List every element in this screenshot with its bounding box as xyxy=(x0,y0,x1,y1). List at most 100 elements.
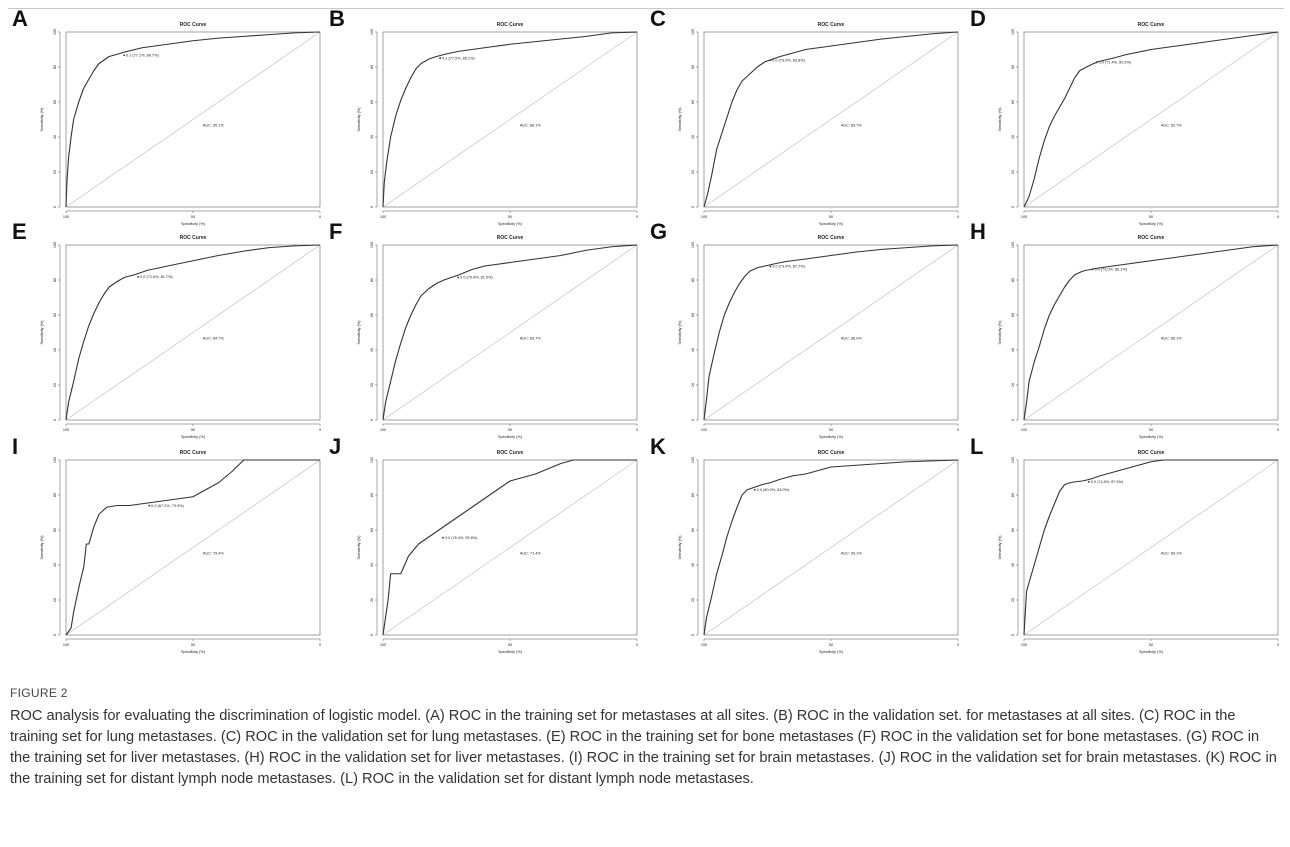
roc-panel-c: C ROC Curve 0 20 40 60 80 100 100 50 0 Specificity … xyxy=(650,6,970,226)
auc-label: AUC: 82.7% xyxy=(1161,124,1183,128)
y-tick-label: 60 xyxy=(1011,313,1015,317)
y-axis-label: Sensitivity (%) xyxy=(357,107,361,132)
y-tick-label: 20 xyxy=(53,383,57,387)
y-tick-label: 60 xyxy=(53,528,57,532)
threshold-point xyxy=(1091,268,1094,271)
plot-frame xyxy=(703,459,959,636)
x-tick-label: 0 xyxy=(1277,643,1279,647)
y-tick-label: 20 xyxy=(1011,598,1015,602)
reference-diagonal xyxy=(1023,244,1279,421)
chart-title: ROC Curve xyxy=(497,450,524,456)
x-tick-label: 0 xyxy=(957,643,959,647)
x-axis-label: Specificity (%) xyxy=(181,435,206,439)
y-tick-label: 100 xyxy=(1011,242,1015,248)
y-tick-label: 20 xyxy=(691,170,695,174)
reference-diagonal xyxy=(1023,459,1279,636)
y-axis-label: Sensitivity (%) xyxy=(998,320,1002,345)
roc-panel-b: B ROC Curve 0 20 40 60 80 100 100 50 0 Specificity … xyxy=(329,6,649,226)
x-tick-label: 100 xyxy=(701,643,707,647)
threshold-point xyxy=(1095,61,1098,64)
auc-label: AUC: 88.1% xyxy=(520,124,542,128)
y-tick-label: 20 xyxy=(370,598,374,602)
threshold-point xyxy=(457,276,460,279)
auc-label: AUC: 83.7% xyxy=(520,337,542,341)
roc-panel-d: D ROC Curve 0 20 40 60 80 100 100 50 0 Specificity … xyxy=(970,6,1290,226)
y-tick-label: 80 xyxy=(53,65,57,69)
roc-panel-g: G ROC Curve 0 20 40 60 80 100 100 50 0 Specificity … xyxy=(650,219,970,439)
panel-letter: E xyxy=(12,219,27,244)
threshold-point xyxy=(769,265,772,268)
x-axis-label: Specificity (%) xyxy=(498,650,523,654)
y-tick-label: 60 xyxy=(1011,528,1015,532)
y-tick-label: 20 xyxy=(53,598,57,602)
reference-diagonal xyxy=(382,31,638,208)
y-axis-label: Sensitivity (%) xyxy=(40,107,44,132)
x-tick-label: 50 xyxy=(829,215,833,219)
panel-letter: F xyxy=(329,219,343,244)
threshold-label: 0.0 (71.4%, 82.6%) xyxy=(1099,61,1132,65)
x-tick-label: 100 xyxy=(1021,643,1027,647)
y-axis-label: Sensitivity (%) xyxy=(357,320,361,345)
y-tick-label: 40 xyxy=(370,135,374,139)
plot-frame xyxy=(65,244,321,421)
x-tick-label: 50 xyxy=(1149,215,1153,219)
x-axis-label: Specificity (%) xyxy=(498,435,523,439)
roc-curve xyxy=(382,459,637,636)
figure-caption: FIGURE 2 ROC analysis for evaluating the… xyxy=(10,686,1280,790)
roc-chart: ROC Curve 0 20 40 60 80 100 100 50 0 Specificity (… xyxy=(678,22,959,226)
x-tick-label: 50 xyxy=(829,643,833,647)
reference-diagonal xyxy=(1023,31,1279,208)
y-tick-label: 80 xyxy=(370,65,374,69)
roc-curve xyxy=(703,244,959,421)
auc-label: AUC: 88.0% xyxy=(841,337,863,341)
y-tick-label: 20 xyxy=(370,383,374,387)
chart-title: ROC Curve xyxy=(497,235,524,241)
x-tick-label: 50 xyxy=(191,215,195,219)
reference-diagonal xyxy=(703,459,959,636)
y-tick-label: 60 xyxy=(53,313,57,317)
figure-frame xyxy=(8,8,1284,669)
y-tick-label: 20 xyxy=(1011,383,1015,387)
panel-letter: H xyxy=(970,219,986,244)
x-tick-label: 50 xyxy=(1149,428,1153,432)
threshold-point xyxy=(1087,480,1090,483)
threshold-label: 0.0 (67.2%, 73.9%) xyxy=(151,504,184,508)
x-tick-label: 50 xyxy=(508,215,512,219)
roc-curve xyxy=(65,244,321,421)
plot-frame xyxy=(703,31,959,208)
x-tick-label: 100 xyxy=(63,215,69,219)
y-axis-label: Sensitivity (%) xyxy=(357,535,361,560)
reference-diagonal xyxy=(382,459,638,636)
threshold-label: 0.0 (73.9%, 83.8%) xyxy=(772,59,805,63)
roc-panel-k: K ROC Curve 0 20 40 60 80 100 100 50 0 Specificity … xyxy=(650,434,970,654)
y-tick-label: 60 xyxy=(691,528,695,532)
x-axis-label: Specificity (%) xyxy=(819,222,844,226)
auc-label: AUC: 85.1% xyxy=(1161,337,1183,341)
x-tick-label: 100 xyxy=(1021,215,1027,219)
plot-frame xyxy=(1023,31,1279,208)
plot-frame xyxy=(382,31,638,208)
roc-chart: ROC Curve 0 20 40 60 80 100 100 50 0 Specificity (… xyxy=(40,450,321,654)
plot-frame xyxy=(1023,459,1279,636)
figure-panels: A ROC Curve 0 20 40 60 80 100 100 50 0 Specificity … xyxy=(12,6,1290,654)
x-tick-label: 0 xyxy=(319,215,321,219)
y-tick-label: 40 xyxy=(1011,348,1015,352)
y-axis-label: Sensitivity (%) xyxy=(998,107,1002,132)
chart-title: ROC Curve xyxy=(180,235,207,241)
y-tick-label: 40 xyxy=(370,563,374,567)
y-tick-label: 60 xyxy=(370,528,374,532)
y-axis-label: Sensitivity (%) xyxy=(678,107,682,132)
x-tick-label: 0 xyxy=(636,215,638,219)
x-axis-label: Specificity (%) xyxy=(1139,650,1164,654)
roc-curve xyxy=(65,459,320,636)
roc-chart: ROC Curve 0 20 40 60 80 100 100 50 0 Specificity (… xyxy=(998,235,1279,439)
auc-label: AUC: 83.7% xyxy=(841,124,863,128)
y-tick-label: 40 xyxy=(1011,135,1015,139)
y-tick-label: 100 xyxy=(1011,457,1015,463)
x-axis-label: Specificity (%) xyxy=(181,222,206,226)
y-tick-label: 80 xyxy=(1011,65,1015,69)
y-tick-label: 0 xyxy=(691,419,695,421)
y-tick-label: 100 xyxy=(370,29,374,35)
y-tick-label: 80 xyxy=(370,493,374,497)
roc-curve xyxy=(382,244,638,421)
